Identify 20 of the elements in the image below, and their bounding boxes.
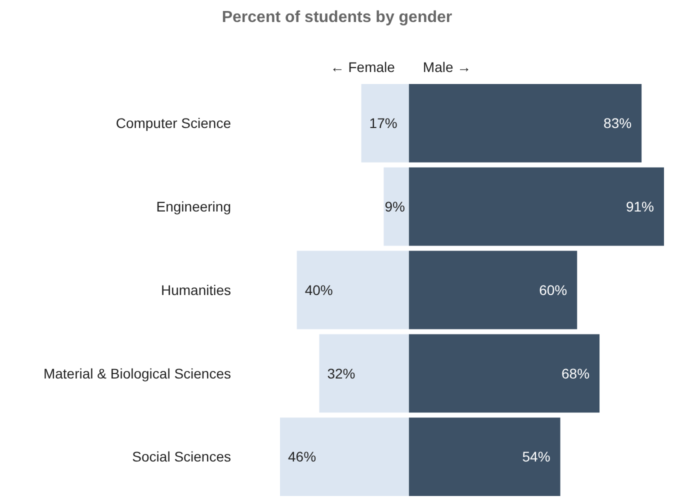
y-tick-label: Computer Science — [116, 115, 232, 132]
chart-title: ← Female — [330, 59, 396, 75]
data-label: 83% — [604, 115, 632, 132]
text: Percent of students by gender — [222, 9, 452, 26]
y-tick-label: Engineering — [156, 198, 231, 214]
y-tick-label: Material & Biological Sciences — [43, 365, 231, 382]
data-label: 60% — [539, 282, 568, 298]
y-tick-label: Social Sciences — [132, 448, 231, 465]
data-label: 17% — [369, 115, 398, 132]
data-label: 9% — [384, 198, 405, 214]
y-tick-label: Humanities — [160, 282, 231, 298]
data-label: 54% — [522, 448, 550, 465]
data-label: 68% — [562, 365, 590, 382]
data-label: 91% — [626, 198, 654, 214]
chart-title: Male → — [422, 59, 472, 75]
bar — [384, 167, 409, 246]
bar — [361, 84, 409, 162]
data-label: 32% — [327, 365, 356, 382]
data-label: 40% — [304, 282, 333, 298]
data-label: 46% — [288, 448, 316, 465]
